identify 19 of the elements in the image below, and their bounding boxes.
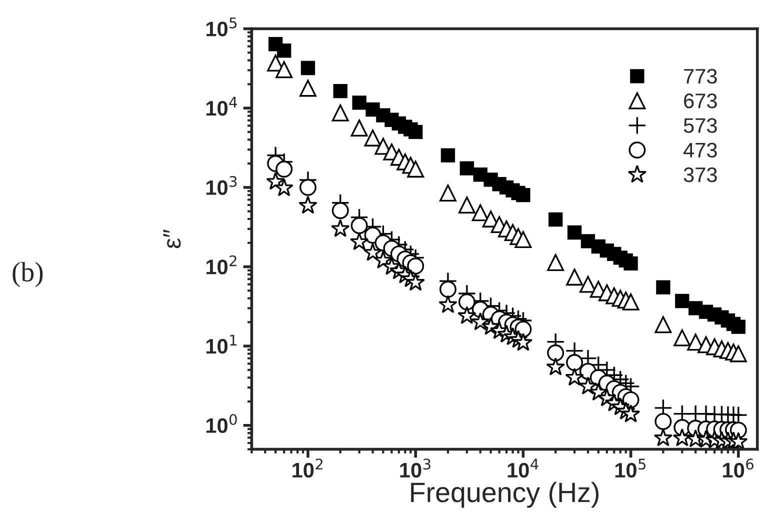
x-tick-label: 10$^{3}$	[400, 458, 430, 478]
legend-label: 673	[684, 94, 717, 108]
legend-label: 773	[684, 68, 717, 84]
y-tick-label: 10$^{0}$	[206, 414, 237, 433]
x-tick-label: 10$^{2}$	[292, 458, 322, 478]
legend-label: 473	[683, 142, 717, 158]
x-tick-label: 10$^{6}$	[723, 458, 754, 478]
legend-label: 573	[684, 118, 717, 133]
x-tick-label: 10$^{4}$	[508, 458, 538, 478]
y-tick-label: 10$^{2}$	[206, 255, 236, 274]
legend-label: 373	[684, 167, 717, 182]
x-axis-title: Frequency (Hz)	[411, 482, 599, 508]
y-tick-label: 10$^{3}$	[206, 176, 237, 196]
x-tick-label: 10$^{5}$	[615, 458, 646, 478]
y-tick-label: 10$^{4}$	[206, 96, 237, 116]
y-axis-title: ε″	[163, 229, 181, 248]
y-tick-label: 10$^{5}$	[206, 18, 237, 36]
text: (b)	[12, 262, 43, 288]
y-tick-label: 10$^{1}$	[206, 334, 236, 354]
